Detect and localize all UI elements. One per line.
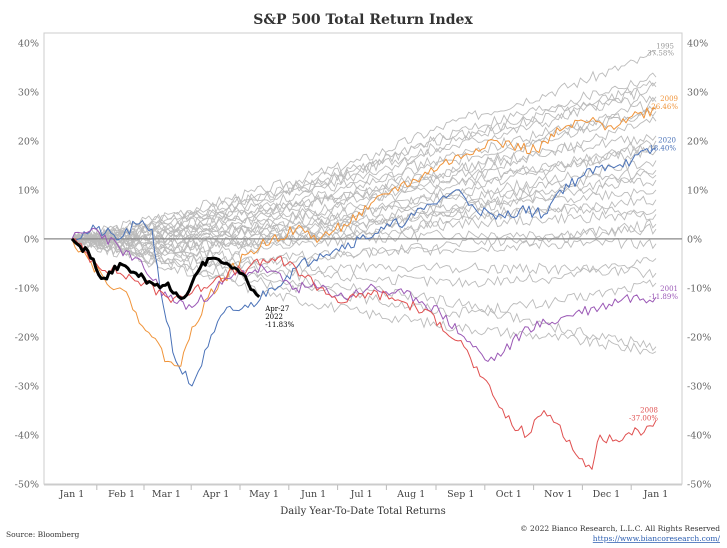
y-tick-label-left: 0% bbox=[24, 234, 39, 245]
background-line bbox=[71, 235, 657, 352]
series-label-1995: 1995 bbox=[656, 43, 674, 51]
y-tick-label-right: -50% bbox=[687, 480, 711, 491]
y-tick-label-right: 20% bbox=[687, 136, 708, 147]
y-tick-label-left: -40% bbox=[15, 430, 39, 441]
x-tick-label: Jan 1 bbox=[59, 489, 85, 500]
y-tick-label-right: 40% bbox=[687, 38, 708, 49]
y-tick-label-right: -20% bbox=[687, 332, 711, 343]
x-tick-label: Jun 1 bbox=[300, 489, 326, 500]
background-line bbox=[71, 107, 657, 242]
copyright-note: © 2022 Bianco Research, L.L.C. All Right… bbox=[520, 524, 720, 533]
y-tick-label-left: 30% bbox=[18, 87, 39, 98]
x-tick-label: Sep 1 bbox=[447, 489, 474, 500]
x-tick-label: Apr 1 bbox=[202, 489, 230, 500]
x-tick-label: Jan 1 bbox=[643, 489, 669, 500]
background-series bbox=[71, 50, 657, 355]
x-tick-label: Feb 1 bbox=[108, 489, 135, 500]
series-label-2008: -37.00% bbox=[629, 414, 658, 422]
series-label-2022: 2022 bbox=[265, 313, 283, 321]
series-label-1995: 37.58% bbox=[647, 50, 674, 58]
background-line bbox=[71, 195, 657, 249]
series-label-2020: 18.40% bbox=[649, 145, 676, 153]
background-line bbox=[71, 235, 657, 265]
y-tick-label-left: -30% bbox=[15, 381, 39, 392]
x-axis: Jan 1 Feb 1 Mar 1 Apr 1 May 1 Jun 1 Jul 1 Aug 1… bbox=[44, 484, 682, 500]
series-label-2001: 2001 bbox=[660, 285, 678, 293]
x-tick-label: May 1 bbox=[249, 489, 279, 500]
series-label-2009: 2009 bbox=[660, 95, 678, 103]
background-line bbox=[71, 238, 657, 319]
x-tick-label: Nov 1 bbox=[544, 489, 572, 500]
background-line bbox=[71, 115, 657, 243]
x-tick-label: Jul 1 bbox=[350, 489, 373, 500]
background-line bbox=[71, 237, 657, 355]
series-line-2001 bbox=[71, 227, 657, 362]
background-line bbox=[71, 204, 657, 254]
series-line-2020 bbox=[71, 148, 657, 387]
source-note: Source: Bloomberg bbox=[6, 530, 79, 539]
series-line-2009 bbox=[71, 107, 657, 367]
background-line bbox=[71, 210, 657, 254]
background-line bbox=[71, 234, 657, 279]
x-tick-label: Mar 1 bbox=[152, 489, 181, 500]
y-tick-label-right: 30% bbox=[687, 87, 708, 98]
x-axis-label: Daily Year-To-Date Total Returns bbox=[280, 506, 446, 517]
series-line-2022 bbox=[70, 237, 261, 300]
background-line bbox=[71, 143, 657, 244]
y-tick-label-right: 10% bbox=[687, 185, 708, 196]
background-line bbox=[71, 219, 657, 268]
y-tick-label-right: -30% bbox=[687, 381, 711, 392]
series-label-2020: 2020 bbox=[658, 137, 676, 145]
website-link[interactable]: https://www.biancoresearch.com/ bbox=[593, 534, 721, 543]
y-tick-label-right: -10% bbox=[687, 283, 711, 294]
background-line bbox=[71, 133, 657, 242]
background-line bbox=[72, 80, 657, 242]
background-line bbox=[71, 93, 657, 244]
background-line bbox=[71, 177, 657, 245]
series-label-2001: -11.89% bbox=[649, 293, 678, 301]
chart-title: S&P 500 Total Return Index bbox=[253, 12, 473, 28]
series-label-2008: 2008 bbox=[640, 406, 658, 414]
background-line bbox=[71, 235, 657, 288]
background-line bbox=[71, 105, 657, 244]
y-tick-label-left: 10% bbox=[18, 185, 39, 196]
background-line bbox=[71, 50, 657, 242]
y-tick-label-left: -10% bbox=[15, 283, 39, 294]
series-line-2008 bbox=[71, 238, 657, 470]
y-axis-right: 40% 30% 20% 10% 0% -10% -20% -30% -40% -50% bbox=[687, 38, 711, 490]
background-line bbox=[71, 160, 657, 243]
series-label-2022: Apr-27 bbox=[264, 305, 289, 313]
background-line bbox=[71, 168, 657, 250]
background-line bbox=[71, 146, 657, 245]
x-tick-label: Dec 1 bbox=[593, 489, 621, 500]
y-tick-label-left: -50% bbox=[15, 480, 39, 491]
x-tick-label: Aug 1 bbox=[396, 489, 425, 500]
plot-frame bbox=[43, 32, 683, 485]
highlight-series bbox=[70, 107, 657, 470]
y-tick-label-left: -20% bbox=[15, 332, 39, 343]
y-tick-label-right: -40% bbox=[687, 430, 711, 441]
series-label-2022: -11.83% bbox=[265, 321, 294, 329]
y-tick-label-left: 40% bbox=[18, 38, 39, 49]
x-tick-label: Oct 1 bbox=[496, 489, 522, 500]
y-axis-left: 40% 30% 20% 10% 0% -10% -20% -30% -40% -50% bbox=[15, 38, 39, 490]
y-tick-label-right: 0% bbox=[687, 234, 702, 245]
series-label-2009: 26.46% bbox=[651, 103, 678, 111]
plot-border bbox=[43, 32, 683, 485]
y-tick-label-left: 20% bbox=[18, 136, 39, 147]
